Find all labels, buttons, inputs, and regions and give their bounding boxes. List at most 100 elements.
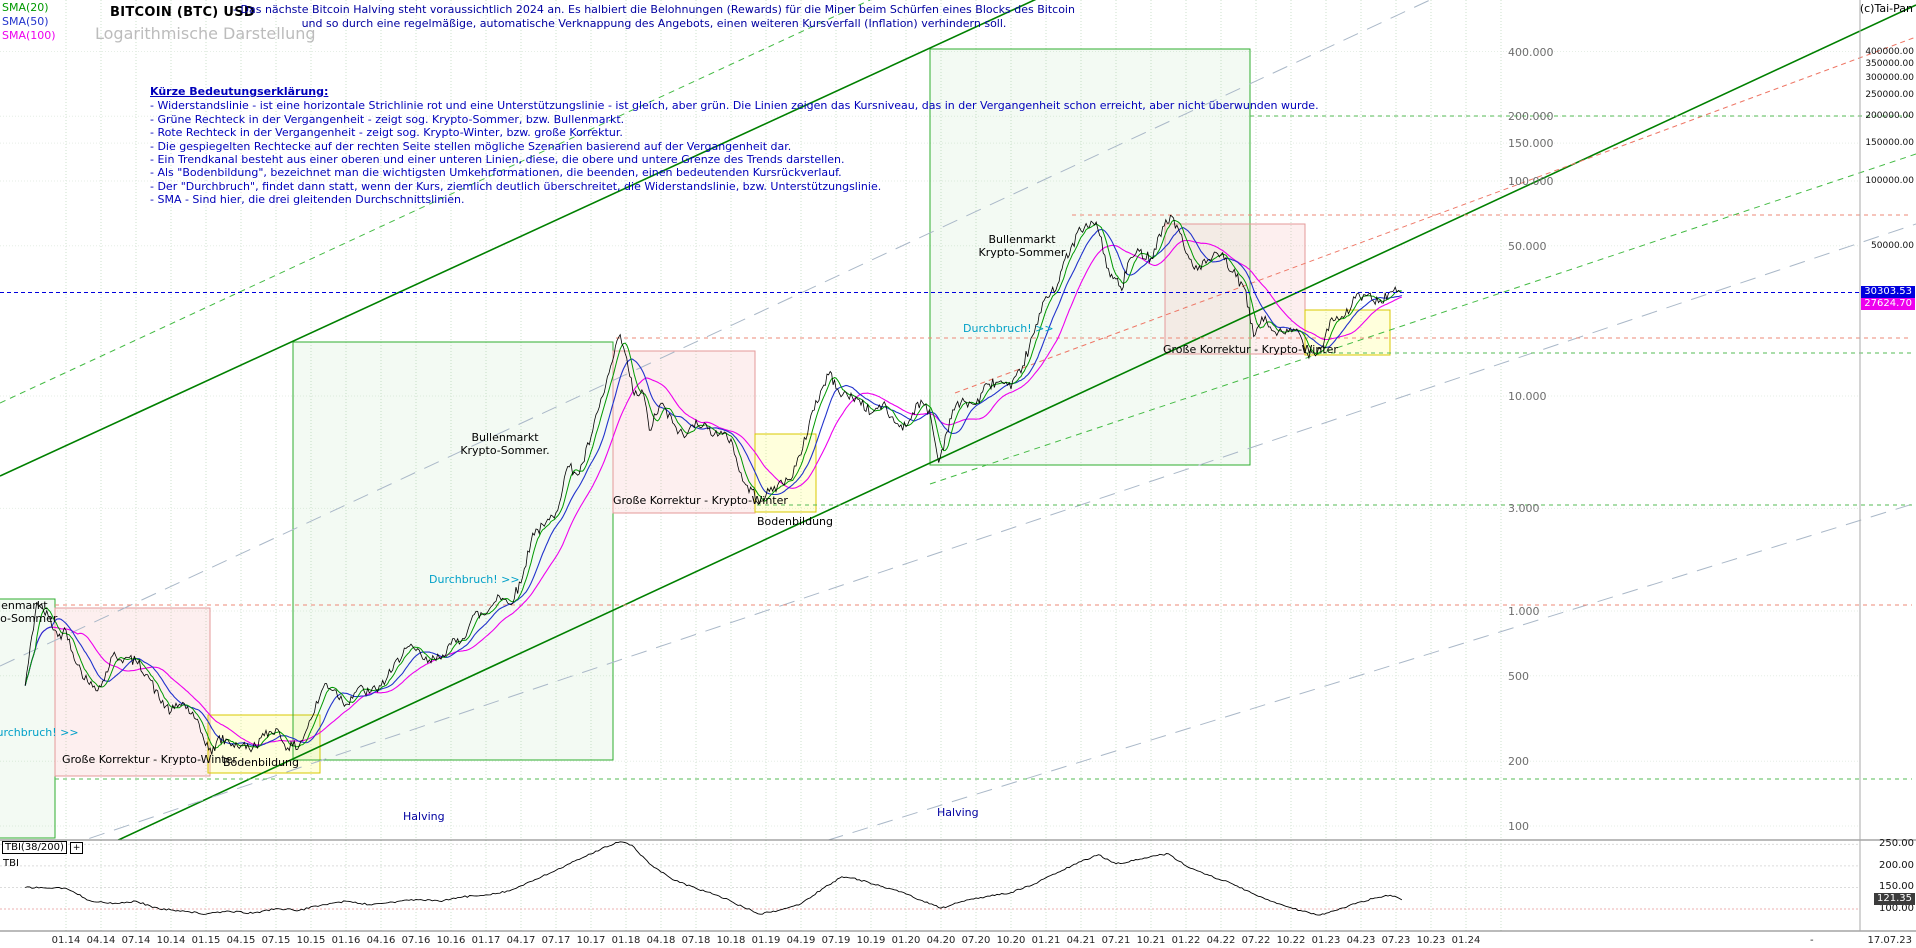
x-axis-label: 07.17 <box>541 935 571 946</box>
tbi-axis-label: 100.00 <box>1879 903 1914 914</box>
chart-title: BITCOIN (BTC) USD <box>110 5 255 20</box>
trend-line <box>0 0 871 404</box>
chart-annotation: Durchbruch! >> <box>0 726 79 739</box>
zone-krypto-winter-2014 <box>54 607 211 777</box>
trend-line <box>116 4 1916 840</box>
x-axis-label: 01.17 <box>471 935 501 946</box>
price-axis-outer-label: 150000.00 <box>1865 138 1914 149</box>
explanation-line: - Rote Rechteck in der Vergangenheit - z… <box>150 126 623 140</box>
trend-line <box>83 223 1916 840</box>
x-axis-label: 07.16 <box>401 935 431 946</box>
x-axis-label: 07.22 <box>1241 935 1271 946</box>
zone-krypto-sommer-2013 <box>0 598 56 839</box>
x-axis-label: 10.23 <box>1416 935 1446 946</box>
chart-annotation: Durchbruch! >> <box>963 322 1054 335</box>
tbi-panel <box>0 841 1860 916</box>
chart-annotation: Bullenmarkt Krypto-Sommer <box>978 233 1066 259</box>
x-axis-label: 10.21 <box>1136 935 1166 946</box>
x-axis-label: 01.24 <box>1451 935 1481 946</box>
tbi-axis-label: 250.00 <box>1879 838 1914 850</box>
price-axis-label: 500 <box>1508 669 1529 683</box>
x-axis-label: 01.22 <box>1171 935 1201 946</box>
price-axis-label: 50.000 <box>1508 239 1547 253</box>
explanation-block: Kürze Bedeutungserklärung: - Widerstands… <box>150 85 1319 207</box>
zone-bodenbildung-2019 <box>754 433 817 513</box>
indicator-name[interactable]: TBI(38/200) <box>2 841 67 854</box>
chart-annotation: Halving <box>937 806 979 819</box>
sma-legend-item: SMA(50) <box>2 15 49 28</box>
price-line <box>24 214 1402 755</box>
explanation-line: - Ein Trendkanal besteht aus einer obere… <box>150 153 845 167</box>
price-axis-outer-label: 50000.00 <box>1871 240 1914 251</box>
x-axis-label: 10.18 <box>716 935 746 946</box>
x-axis-label: 04.23 <box>1346 935 1376 946</box>
price-axis-outer-label: 350000.00 <box>1865 59 1914 70</box>
price-axis-label: 1.000 <box>1508 605 1540 618</box>
chart-annotation: Große Korrektur - Krypto-Winter <box>613 494 788 507</box>
x-axis-label: 04.19 <box>786 935 816 946</box>
price-axis-outer-label: 400000.00 <box>1865 46 1914 57</box>
tbi-value-tag: 121.35 <box>1874 893 1915 905</box>
price-axis-label: 100 <box>1508 820 1529 833</box>
price-axis-label: 200.000 <box>1508 110 1554 124</box>
x-axis-label: 10.15 <box>296 935 326 946</box>
explanation-line: - Als "Bodenbildung", bezeichnet man die… <box>150 166 842 180</box>
x-axis-label: 01.19 <box>751 935 781 946</box>
chart-annotation: Große Korrektur - Krypto-Winter <box>1163 343 1338 356</box>
x-axis-label: 07.21 <box>1101 935 1131 946</box>
indicator-label: TBI <box>3 858 19 869</box>
explanation-lines: - Widerstandslinie - ist eine horizontal… <box>150 99 1319 206</box>
x-axis-label: 04.20 <box>926 935 956 946</box>
explanation-line: - Der "Durchbruch", findet dann statt, w… <box>150 179 882 193</box>
x-axis-label: 01.20 <box>891 935 921 946</box>
chart-annotation: Bullenmarkt Krypto-Sommer <box>0 599 58 625</box>
x-axis-label: 07.18 <box>681 935 711 946</box>
x-axis-label: 10.14 <box>156 935 186 946</box>
price-axis-outer-label: 200000.00 <box>1865 111 1914 122</box>
sma-legend-item: SMA(100) <box>2 29 56 42</box>
price-axis-outer-label: 300000.00 <box>1865 73 1914 84</box>
explanation-line: - Die gespiegelten Rechtecke auf der rec… <box>150 139 792 153</box>
price-axis-label: 150.000 <box>1508 137 1554 151</box>
sma-legend: SMA(20) SMA(50) SMA(100) <box>2 1 56 43</box>
x-axis-label: 01.15 <box>191 935 221 946</box>
x-axis-label: 10.22 <box>1276 935 1306 946</box>
trend-line <box>0 0 1431 667</box>
sma50-line <box>24 227 1402 747</box>
x-axis-label: 04.16 <box>366 935 396 946</box>
trend-line <box>929 153 1916 485</box>
chart-annotation: Bodenbildung <box>223 756 300 769</box>
x-axis-label: 01.14 <box>51 935 81 946</box>
expand-icon[interactable]: + <box>69 842 84 854</box>
x-axis-label: 04.17 <box>506 935 536 946</box>
halving-note-line2: und so durch eine regelmäßige, automatis… <box>301 17 1007 30</box>
explanation-line: - Grüne Rechteck in der Vergangenheit - … <box>150 112 625 126</box>
price-axis-outer-label: 250000.00 <box>1865 90 1914 101</box>
x-axis-label: 01.23 <box>1311 935 1341 946</box>
price-axis-label: 200 <box>1508 755 1529 769</box>
x-axis-label: 07.14 <box>121 935 151 946</box>
price-axis-label: 400.000 <box>1508 45 1554 59</box>
zone-krypto-sommer-2021 <box>929 48 1251 466</box>
x-axis-label: 04.15 <box>226 935 256 946</box>
x-axis-label: 07.20 <box>961 935 991 946</box>
price-axis-label: 10.000 <box>1508 390 1547 403</box>
x-axis-label: 10.16 <box>436 935 466 946</box>
x-axis-label: 07.15 <box>261 935 291 946</box>
chart-annotation: Halving <box>403 810 445 823</box>
last-price-tag: 30303.53 <box>1861 286 1915 298</box>
trend-line <box>0 0 1037 477</box>
chart-annotation: Große Korrektur - Krypto-Winter <box>62 753 237 766</box>
x-axis-label: 10.19 <box>856 935 886 946</box>
x-axis-label: 01.16 <box>331 935 361 946</box>
x-axis-label: 04.14 <box>86 935 116 946</box>
current-date-label: 17.07.23 <box>1867 935 1912 946</box>
halving-note: - Das nächste Bitcoin Halving steht vora… <box>233 3 1075 31</box>
chart-subtitle: Logarithmische Darstellung <box>95 24 316 43</box>
x-axis-label: 10.20 <box>996 935 1026 946</box>
tbi-axis-label: 150.00 <box>1879 881 1914 893</box>
x-axis-label: 04.21 <box>1066 935 1096 946</box>
tbi-axis-label: 200.00 <box>1879 859 1914 871</box>
